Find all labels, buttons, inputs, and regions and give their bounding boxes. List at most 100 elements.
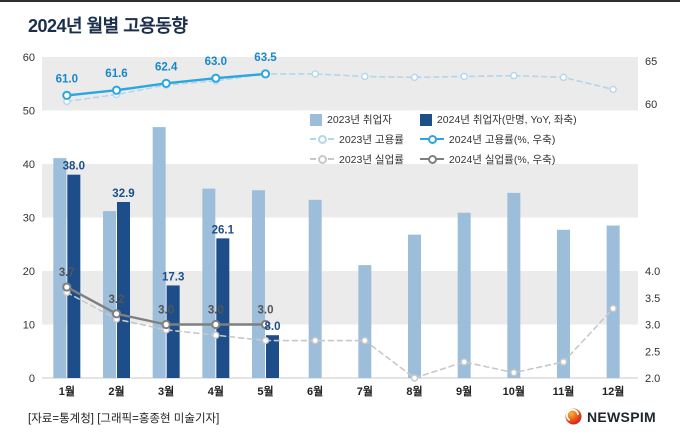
line-unemp-rate-2023-marker (261, 336, 270, 345)
legend-item-2023-unemp-rate: 2023년 실업률 (310, 152, 404, 167)
unemp-rate-2024-label: 3.0 (258, 305, 274, 317)
unemp-rate-2024-label: 3.0 (158, 305, 174, 317)
line-emp-rate-2023-marker (311, 70, 319, 78)
emp-rate-2024-label: 63.5 (254, 52, 277, 64)
line-emp-rate-2024-marker (161, 78, 171, 88)
x-axis-month-label: 2월 (108, 384, 124, 398)
unemp-rate-2024-label: 3.7 (59, 267, 75, 279)
bars-2024 (67, 174, 279, 378)
legend-label-2023-emp-rate: 2023년 고용률 (339, 134, 404, 146)
line-emp-rate-2023-marker (410, 73, 419, 82)
legend-swatch-bar-2024 (419, 113, 432, 126)
line-emp-rate-2023-marker (460, 72, 468, 81)
bar-2023 (53, 158, 67, 378)
x-axis-month-label: 10월 (503, 384, 525, 398)
line-emp-rate-2024-marker (211, 73, 221, 83)
left-axis-tick: 30 (23, 213, 35, 225)
line-unemp-rate-2023-marker (609, 304, 617, 313)
legend-swatch-emp-rate-2024 (419, 135, 444, 144)
bar-2024 (266, 335, 279, 378)
legend-swatch-emp-rate-2023 (310, 135, 334, 144)
x-axis-month-label: 7월 (357, 384, 373, 398)
legend-label-2023-employed: 2023년 취업자 (327, 114, 392, 126)
source-credit: [자료=통계청] [그래픽=홍종현 미술기자] (28, 413, 220, 425)
legend-item-2024-unemp-rate: 2024년 실업률(%, 우축) (419, 152, 577, 167)
emp-rate-2024-label: 61.6 (105, 68, 127, 80)
left-axis-tick: 40 (23, 159, 35, 171)
right-unemp-axis-tick: 4.0 (645, 266, 660, 278)
legend-swatch-bar-2023 (310, 113, 322, 126)
band (42, 110, 638, 164)
band (42, 324, 638, 378)
line-unemp-rate-2023-marker (212, 331, 220, 339)
left-axis-tick: 0 (29, 373, 35, 385)
legend-item-2023-emp-rate: 2023년 고용률 (310, 132, 404, 147)
x-axis-month-label: 3월 (158, 384, 174, 398)
left-axis-tick: 20 (23, 266, 35, 278)
bar-2023 (202, 188, 216, 378)
top-rule (0, 0, 680, 2)
bar-2024-label: 26.1 (212, 224, 235, 236)
line-emp-rate-2024-marker (260, 69, 271, 79)
line-emp-rate-2023-path (66, 73, 614, 103)
bar-2023 (557, 229, 570, 378)
bars-2023 (53, 127, 620, 379)
right-unemp-axis-tick: 3.5 (645, 293, 660, 305)
x-axis-month-label: 8월 (406, 384, 422, 398)
axis-labels: 0 10 20 30 40 50 60 60 65 2.0 2.5 3.0 3.5 4.0 1월 2월 3월 4월… (23, 52, 661, 398)
line-emp-rate-2023-marker (609, 85, 617, 94)
right-emp-axis-tick: 60 (645, 99, 657, 111)
line-emp-rate-2023-marker (510, 71, 518, 80)
x-axis-month-label: 5월 (257, 384, 273, 398)
x-axis-month-label: 9월 (456, 384, 472, 398)
unemp-rate-2024-label: 3.0 (208, 305, 224, 317)
line-unemp-rate-2024-marker (62, 282, 72, 292)
line-unemp-rate-2024-marker (211, 319, 221, 330)
left-axis-tick: 60 (23, 52, 35, 64)
line-unemp-rate-2024-marker (111, 309, 122, 319)
band (42, 57, 638, 111)
line-emp-rate-2024-marker (62, 90, 72, 101)
bar-2023 (103, 211, 116, 378)
right-unemp-axis-tick: 2.5 (645, 346, 660, 358)
x-axis-month-label: 11월 (553, 384, 575, 398)
plot-bands (42, 57, 638, 379)
legend-label-2024-unemp-rate: 2024년 실업률(%, 우축) (448, 154, 556, 166)
newspim-globe-icon (565, 408, 582, 425)
bar-2023 (457, 212, 471, 378)
chart-title: 2024년 월별 고용동향 (28, 16, 188, 36)
data-labels: 38.0 32.9 17.3 26.1 8.0 61.0 61.6 62.4 63.0 63.5 3… (56, 52, 281, 333)
bar-2023 (358, 265, 372, 378)
x-axis-month-label: 12월 (602, 384, 624, 398)
bar-2023 (252, 190, 265, 378)
left-axis-tick: 50 (23, 106, 35, 118)
newspim-logo-text: NEWSPIM (587, 408, 656, 425)
legend-label-2024-emp-rate: 2024년 고용률(%, 우축) (448, 134, 556, 146)
line-emp-rate-2023-marker (559, 73, 568, 82)
bar-2024 (216, 238, 230, 378)
emp-rate-2024-label: 61.0 (56, 73, 78, 85)
bar-2024-label: 32.9 (112, 188, 134, 200)
line-unemp-rate-2024-marker (161, 319, 171, 330)
legend-item-2023-employed: 2023년 취업자 (310, 112, 404, 127)
line-emp-rate-2023-marker (361, 72, 369, 81)
bar-2023 (408, 234, 421, 378)
line-unemp-rate-2023-marker (410, 374, 419, 382)
emp-rate-2024-label: 63.0 (205, 56, 227, 68)
bar-2024 (117, 201, 130, 378)
legend-item-2024-employed: 2024년 취업자(만명, YoY, 좌축) (419, 112, 577, 127)
legend: 2023년 취업자 2024년 취업자(만명, YoY, 좌축) 2023년 고… (310, 112, 577, 167)
legend-label-2024-employed: 2024년 취업자(만명, YoY, 좌축) (436, 114, 577, 126)
right-emp-axis-tick: 65 (645, 56, 657, 68)
line-emp-rate-2024 (62, 69, 271, 101)
left-axis-tick: 10 (23, 320, 35, 332)
newspim-logo: NEWSPIM (565, 408, 656, 425)
band (42, 271, 638, 325)
bar-2024-label: 8.0 (265, 321, 281, 333)
bar-2024 (166, 285, 180, 378)
unemp-rate-2024-label: 3.2 (109, 294, 125, 306)
legend-label-2023-unemp-rate: 2023년 실업률 (339, 154, 404, 166)
right-unemp-axis-tick: 3.0 (645, 320, 660, 332)
band (42, 164, 638, 218)
